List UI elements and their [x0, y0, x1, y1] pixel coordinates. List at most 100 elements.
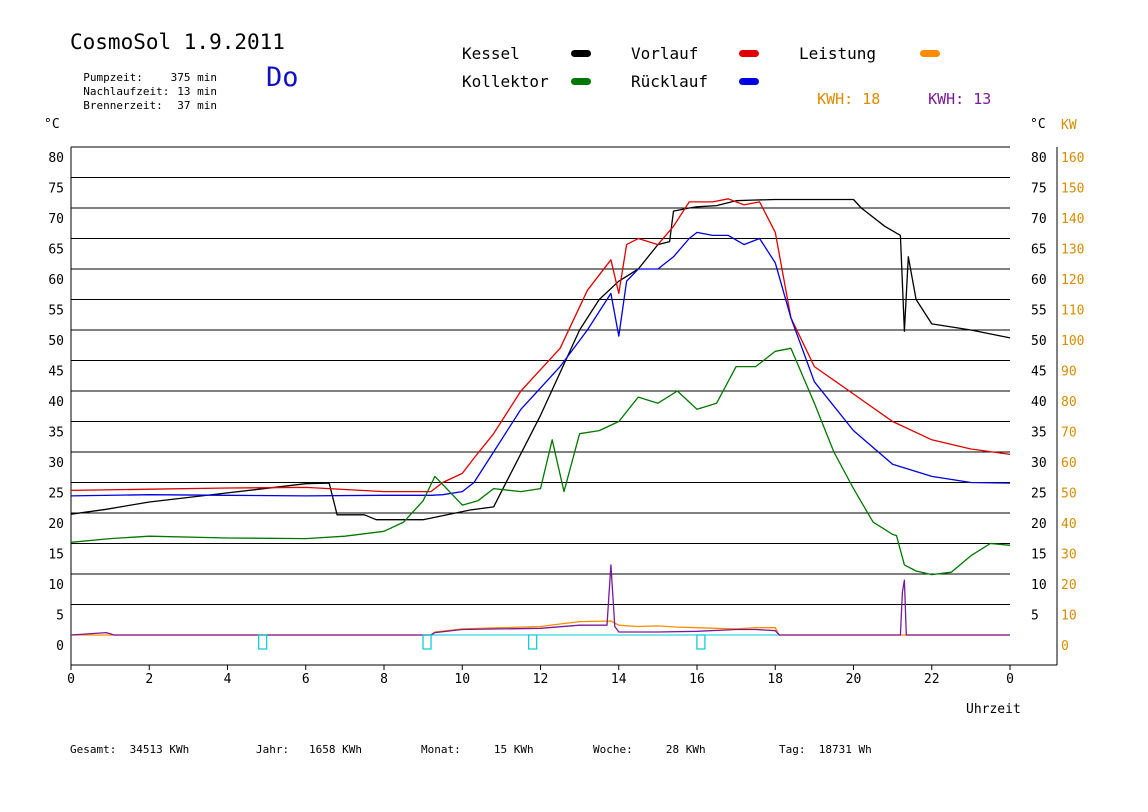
y2-tick-label: 140: [1061, 212, 1084, 227]
y-tick-label-right: 25: [1031, 487, 1047, 502]
total-value: 18731 Wh: [818, 743, 872, 756]
y-tick-label-left: 55: [48, 304, 64, 319]
x-axis-label: Uhrzeit: [966, 702, 1021, 717]
y2-tick-label: 20: [1061, 578, 1077, 593]
x-tick-label: 16: [689, 672, 705, 687]
y-tick-label-left: 70: [48, 212, 64, 227]
info-row-brennerzeit: Brennerzeit: 37 min: [70, 86, 217, 112]
y-tick-label-left: 35: [48, 426, 64, 441]
legend-kollektor-label: Kollektor: [462, 72, 549, 91]
y-tick-label-right: 15: [1031, 548, 1047, 563]
y-tick-label-right: 5: [1031, 609, 1039, 624]
x-tick-label: 2: [145, 672, 153, 687]
y-axis-left-unit: °C: [44, 117, 60, 132]
pump-marker: [696, 634, 706, 650]
total-label: Woche:: [593, 743, 633, 756]
series-line-ruecklauf: [70, 231, 1011, 497]
y-tick-label-right: 20: [1031, 517, 1047, 532]
kwh-label: KWH:: [928, 90, 965, 108]
y-tick-label-left: 45: [48, 365, 64, 380]
y2-tick-label: 90: [1061, 365, 1077, 380]
legend-ruecklauf-label: Rücklauf: [631, 72, 709, 91]
total-label: Monat:: [421, 743, 461, 756]
x-tick-label: 8: [380, 672, 388, 687]
total-gesamt: Gesamt: 34513 KWh: [70, 743, 189, 756]
series-line-kwh2: [70, 564, 1010, 636]
kwh-label: KWH:: [817, 90, 854, 108]
y2-tick-label: 80: [1061, 395, 1077, 410]
y2-tick-label: 60: [1061, 456, 1077, 471]
y2-tick-label: 160: [1061, 151, 1084, 166]
info-label: Pumpzeit:: [83, 71, 143, 84]
chart-title: CosmoSol 1.9.2011: [70, 30, 285, 54]
kwh-secondary: KWH: 13: [910, 72, 991, 108]
info-label: Brennerzeit:: [83, 99, 163, 112]
total-jahr: Jahr: 1658 KWh: [256, 743, 362, 756]
y-tick-label-right: 50: [1031, 334, 1047, 349]
pump-marker: [422, 634, 432, 650]
legend-kollektor-swatch: [571, 78, 591, 85]
pump-markers: [258, 634, 706, 650]
pump-marker: [258, 634, 268, 650]
total-value: 1658 KWh: [309, 743, 362, 756]
y-tick-label-left: 20: [48, 517, 64, 532]
y2-tick-label: 130: [1061, 243, 1084, 258]
y2-tick-label: 30: [1061, 548, 1077, 563]
kwh-leistung: KWH: 18: [799, 72, 880, 108]
y2-tick-label: 50: [1061, 487, 1077, 502]
legend-ruecklauf-swatch: [739, 78, 759, 85]
y-tick-label-left: 50: [48, 334, 64, 349]
legend-leistung-label: Leistung: [799, 44, 877, 63]
y-tick-label-right: 70: [1031, 212, 1047, 227]
x-tick-label: 22: [924, 672, 940, 687]
x-tick-label: 10: [454, 672, 470, 687]
x-tick-label: 6: [302, 672, 310, 687]
y-tick-label-right: 60: [1031, 273, 1047, 288]
y-axis-right-unit: °C: [1030, 117, 1046, 132]
y2-axis-unit: KW: [1061, 118, 1077, 133]
weekday-label: Do: [266, 62, 299, 93]
y-tick-label-left: 60: [48, 273, 64, 288]
total-label: Jahr:: [256, 743, 290, 756]
x-tick-label: 12: [533, 672, 549, 687]
y-tick-label-left: 15: [48, 548, 64, 563]
legend-leistung-swatch: [920, 50, 940, 57]
total-value: 15 KWh: [493, 743, 534, 756]
series-lines: [70, 198, 1011, 636]
y-tick-label-left: 30: [48, 456, 64, 471]
series-line-kessel: [70, 198, 1011, 521]
y2-tick-label: 100: [1061, 334, 1084, 349]
y2-tick-label: 150: [1061, 182, 1084, 197]
y-tick-label-left: 65: [48, 243, 64, 258]
total-value: 34513 KWh: [129, 743, 190, 756]
y-tick-label-left: 75: [48, 182, 64, 197]
total-label: Tag:: [779, 743, 806, 756]
total-tag: Tag: 18731 Wh: [779, 743, 872, 756]
pump-marker: [528, 634, 538, 650]
y2-tick-label: 120: [1061, 273, 1084, 288]
y-tick-label-left: 80: [48, 151, 64, 166]
y-tick-label-right: 30: [1031, 456, 1047, 471]
kwh-value: 13: [973, 90, 992, 108]
y-tick-label-left: 0: [56, 639, 64, 654]
legend-kessel-label: Kessel: [462, 44, 520, 63]
total-label: Gesamt:: [70, 743, 117, 756]
y-tick-label-right: 80: [1031, 151, 1047, 166]
y-tick-label-left: 5: [56, 609, 64, 624]
y2-tick-label: 40: [1061, 517, 1077, 532]
y-tick-label-right: 35: [1031, 426, 1047, 441]
x-tick-label: 14: [611, 672, 627, 687]
info-row-pumpzeit: Pumpzeit: 375 min: [70, 58, 217, 84]
y-tick-label-left: 25: [48, 487, 64, 502]
y2-tick-label: 110: [1061, 304, 1084, 319]
series-line-vorlauf: [70, 198, 1011, 493]
grid-lines: [70, 146, 1058, 666]
info-row-nachlaufzeit: Nachlaufzeit: 13 min: [70, 72, 217, 98]
total-monat: Monat: 15 KWh: [421, 743, 534, 756]
x-tick-label: 20: [846, 672, 862, 687]
y-tick-label-right: 75: [1031, 182, 1047, 197]
info-value: 375 min: [170, 71, 217, 84]
x-tick-label: 18: [767, 672, 783, 687]
